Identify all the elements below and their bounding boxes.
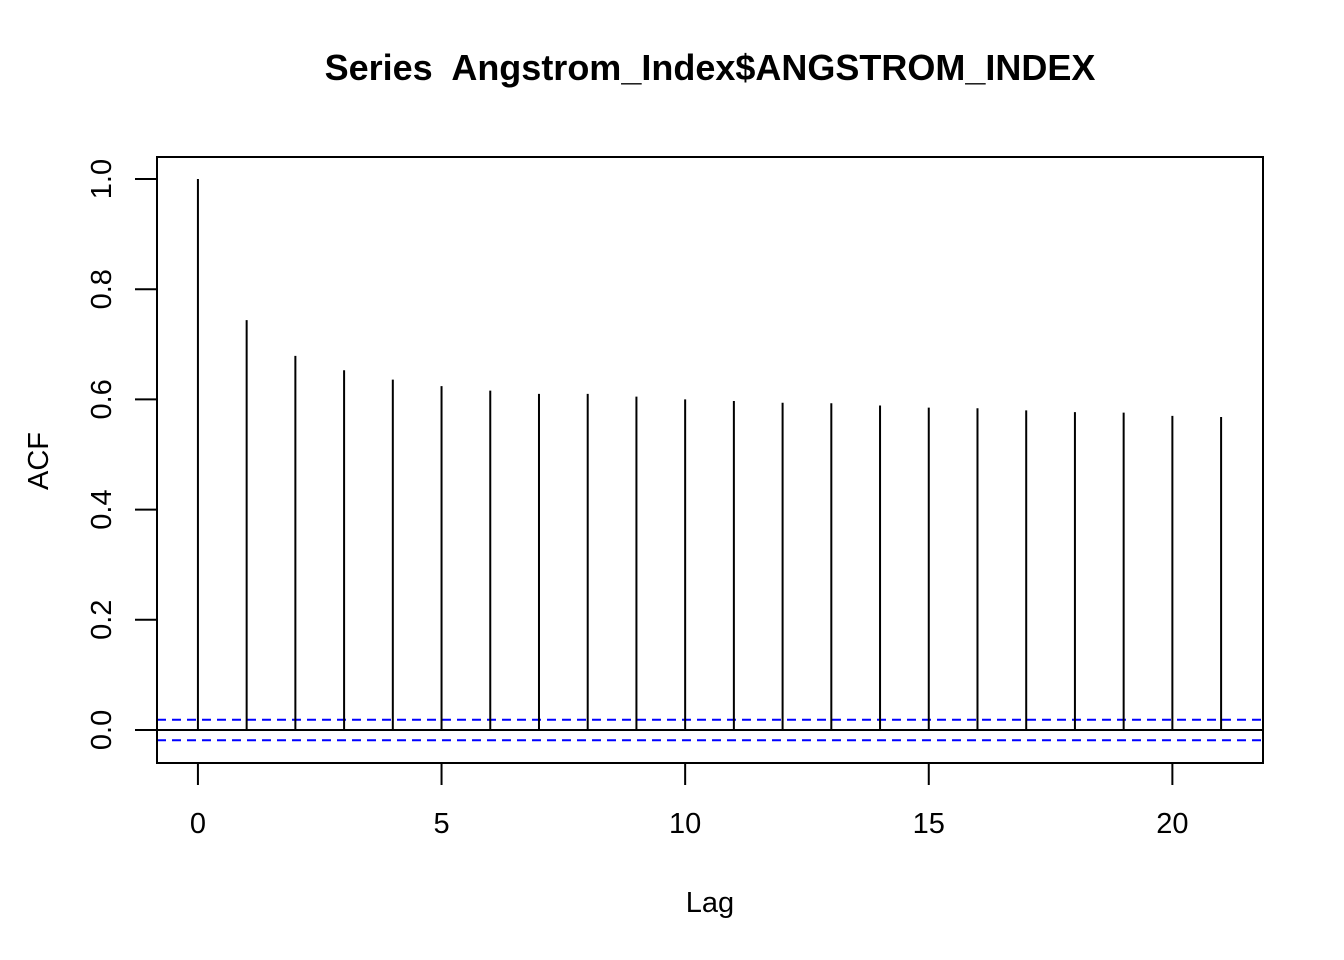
y-axis-label: ACF [23, 432, 55, 490]
x-tick-label: 0 [190, 808, 206, 840]
chart-title: Series Angstrom_Index$ANGSTROM_INDEX [325, 47, 1096, 88]
y-tick-label: 1.0 [86, 159, 118, 199]
x-axis: 0 5 10 15 20 [190, 762, 1189, 840]
x-tick-label: 5 [433, 808, 449, 840]
y-tick-label: 0.6 [86, 379, 118, 419]
y-axis: 0.0 0.2 0.4 0.6 0.8 1.0 [86, 159, 158, 750]
y-tick-label: 0.4 [86, 489, 118, 529]
y-tick-label: 0.8 [86, 269, 118, 309]
y-tick-label: 0.2 [86, 600, 118, 640]
x-tick-label: 10 [669, 808, 701, 840]
x-axis-label: Lag [686, 887, 734, 919]
x-tick-label: 20 [1156, 808, 1188, 840]
plot-content [157, 179, 1263, 742]
plot-frame [156, 156, 1264, 764]
x-tick-label: 15 [913, 808, 945, 840]
y-tick-label: 0.0 [86, 710, 118, 750]
